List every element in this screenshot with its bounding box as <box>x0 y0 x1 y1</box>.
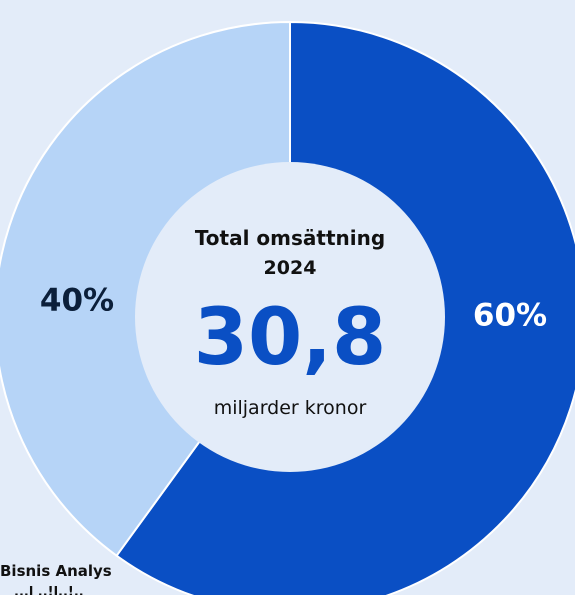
center-title-line2: 2024 <box>264 257 317 279</box>
center-value: 30,8 <box>194 293 386 383</box>
source-label: Bisnis Analys <box>0 561 114 581</box>
source-sublabel: ...l ..!l..!.. <box>14 585 84 595</box>
center-unit: miljarder kronor <box>214 397 367 419</box>
donut-hole <box>135 162 445 472</box>
slice-label-60: 60% <box>473 298 547 334</box>
center-title-line1: Total omsättning <box>195 226 385 250</box>
slice-label-40: 40% <box>40 283 114 319</box>
